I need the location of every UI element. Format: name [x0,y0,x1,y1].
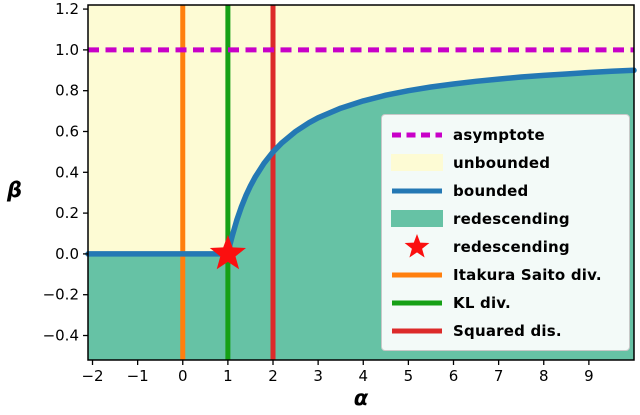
x-tick-label: 2 [268,367,278,385]
legend-item-7: Squared dis. [391,317,620,344]
y-tick-label: 0.2 [55,204,79,222]
x-tick-label: 1 [223,367,233,385]
legend-swatch-patch [391,154,443,171]
x-tick-label: 4 [358,367,368,385]
axes-frame [87,4,635,361]
legend-item-0: asymptote [391,121,620,148]
legend-item-6: KL div. [391,289,620,316]
legend-swatch-line [391,326,443,336]
x-tick-label: −2 [81,367,103,385]
legend-patch [391,154,443,171]
y-tick-label: 0.0 [55,245,79,263]
legend-label: redescending [453,237,570,256]
legend-label: unbounded [453,153,551,172]
legend-item-3: redescending [391,205,620,232]
x-tick-label: −1 [127,367,149,385]
legend-label: bounded [453,181,529,200]
x-tick-label: 8 [539,367,549,385]
x-axis-label: α [353,386,369,410]
redescending-star [209,234,246,270]
y-tick-label: 0.8 [55,82,79,100]
legend-swatch-line [391,298,443,308]
y-tick-label: 1.0 [55,41,79,59]
legend-label: KL div. [453,293,511,312]
legend-item-2: bounded [391,177,620,204]
legend-label: Itakura Saito div. [453,265,602,284]
y-tick-label: 1.2 [55,0,79,18]
legend-swatch-patch [391,210,443,227]
y-tick-label: −0.2 [43,286,79,304]
legend-label: asymptote [453,125,545,144]
legend-item-5: Itakura Saito div. [391,261,620,288]
x-tick-label: 5 [404,367,414,385]
x-tick-label: 7 [494,367,504,385]
x-tick-label: 0 [178,367,188,385]
legend-label: Squared dis. [453,321,562,340]
legend-swatch-dashed-line [391,130,443,140]
x-tick-label: 3 [313,367,323,385]
y-tick-label: 0.4 [55,163,79,181]
legend: asymptote unbounded bounded redescending red… [381,114,630,351]
legend-item-1: unbounded [391,149,620,176]
y-tick-label: 0.6 [55,122,79,140]
x-tick-label: 9 [584,367,594,385]
legend-item-4: redescending [391,233,620,260]
legend-label: redescending [453,209,570,228]
y-axis-label: β [7,178,23,202]
y-tick-label: −0.4 [43,327,79,345]
legend-swatch-star [391,233,443,261]
legend-swatch-line [391,270,443,280]
legend-patch [391,210,443,227]
x-tick-label: 6 [449,367,459,385]
legend-swatch-line [391,186,443,196]
